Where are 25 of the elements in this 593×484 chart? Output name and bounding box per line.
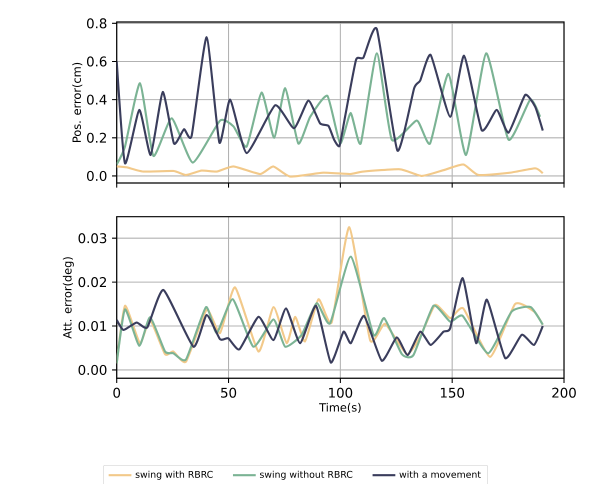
legend-label: swing without RBRC — [260, 470, 352, 480]
line-series — [116, 256, 544, 364]
legend-label: with a movement — [399, 470, 481, 478]
legend-label: swing with RBRC — [136, 470, 213, 480]
y-tick-label: 0.6 — [87, 56, 106, 67]
x-tick-label: 100 — [329, 388, 352, 398]
y-tick-label: 0.00 — [78, 364, 106, 375]
x-tick-label: 0 — [113, 388, 120, 398]
line-series — [116, 52, 542, 166]
y-tick-label: 0.4 — [87, 94, 107, 105]
x-axis-title: Time(s) — [319, 402, 361, 413]
y-tick-label: 0.03 — [78, 233, 106, 244]
x-tick-label: 50 — [221, 388, 236, 398]
line-series — [116, 28, 544, 164]
y-tick-label: 0.02 — [78, 277, 106, 288]
y-axis-title: Pos. error(cm) — [72, 62, 82, 142]
line-series — [116, 277, 544, 364]
line-series — [116, 163, 544, 178]
y-tick-label: 0.2 — [87, 132, 106, 143]
x-tick-label: 200 — [552, 388, 576, 398]
y-tick-label: 0.8 — [87, 18, 106, 28]
y-axis-title: Att. error(deg) — [62, 257, 74, 339]
y-tick-label: 0.01 — [78, 320, 106, 332]
y-tick-label: 0.0 — [87, 170, 106, 181]
x-tick-label: 150 — [440, 388, 464, 398]
